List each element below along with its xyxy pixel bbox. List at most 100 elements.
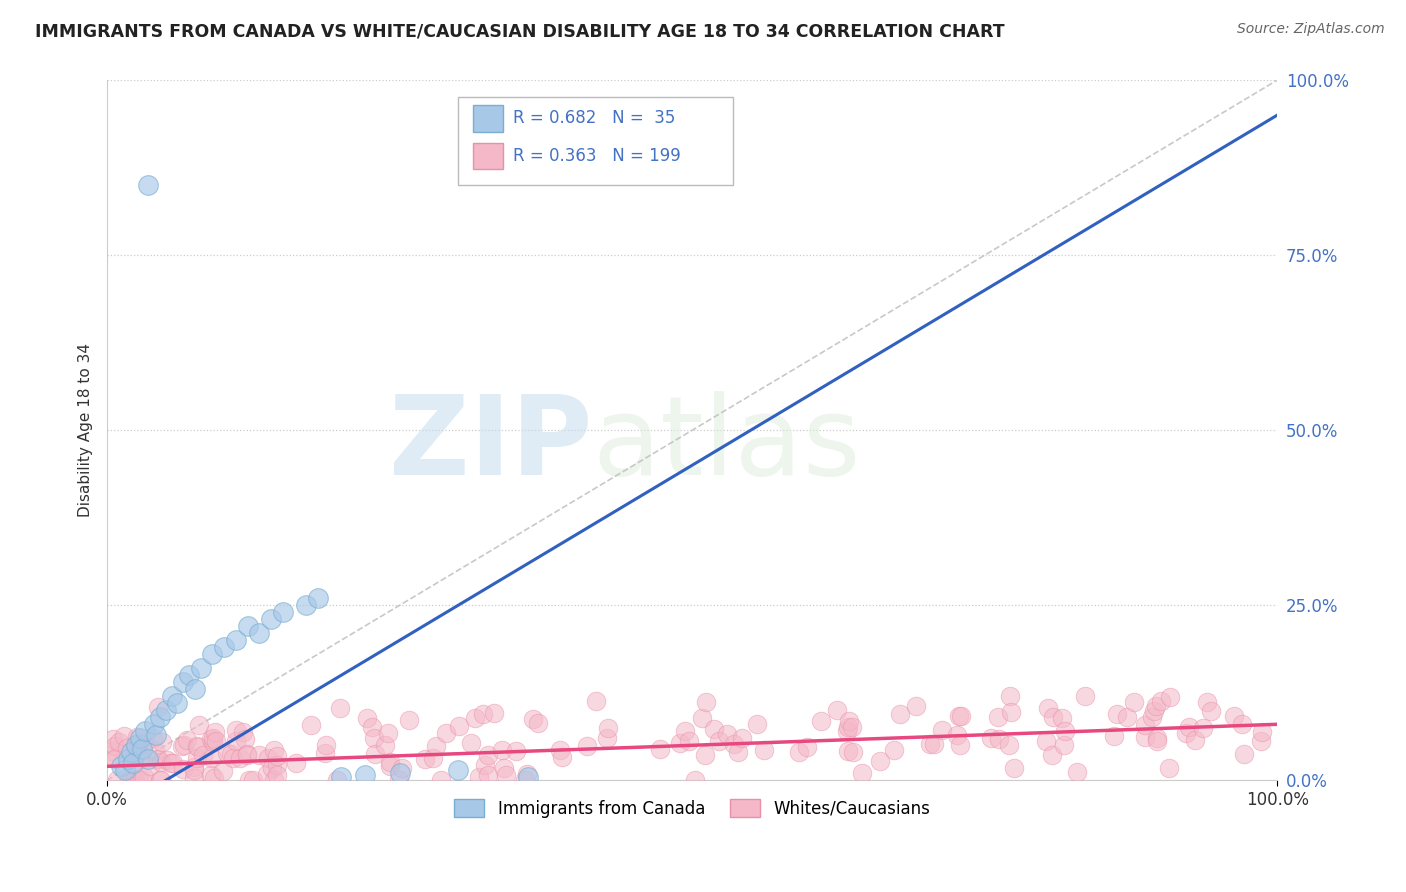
- Point: [183, 771, 205, 785]
- Point: [1146, 734, 1168, 748]
- Point: [422, 751, 444, 765]
- Point: [810, 714, 832, 728]
- Text: R = 0.682   N =  35: R = 0.682 N = 35: [513, 110, 676, 128]
- FancyBboxPatch shape: [474, 105, 503, 132]
- Point: [585, 694, 607, 708]
- Point: [222, 751, 245, 765]
- Point: [104, 752, 127, 766]
- Point: [1135, 730, 1157, 744]
- Point: [918, 737, 941, 751]
- Point: [842, 745, 865, 759]
- Point: [987, 731, 1010, 746]
- Point: [678, 734, 700, 748]
- Point: [1159, 690, 1181, 704]
- Point: [166, 696, 188, 710]
- Point: [128, 752, 150, 766]
- Point: [673, 724, 696, 739]
- Point: [1144, 698, 1167, 713]
- Point: [170, 739, 193, 753]
- Point: [148, 752, 170, 766]
- Point: [177, 668, 200, 682]
- Point: [149, 772, 172, 787]
- Point: [201, 647, 224, 661]
- Point: [513, 772, 536, 787]
- Point: [117, 752, 139, 766]
- Point: [172, 762, 194, 776]
- Point: [114, 763, 136, 777]
- Point: [128, 772, 150, 786]
- Point: [131, 741, 153, 756]
- Point: [160, 690, 183, 704]
- Point: [127, 747, 149, 761]
- Point: [380, 759, 402, 773]
- Point: [100, 743, 122, 757]
- Point: [191, 748, 214, 763]
- Point: [266, 758, 288, 772]
- Text: Source: ZipAtlas.com: Source: ZipAtlas.com: [1237, 22, 1385, 37]
- Point: [229, 751, 252, 765]
- Point: [841, 721, 863, 735]
- Point: [103, 731, 125, 746]
- Point: [1036, 701, 1059, 715]
- Point: [107, 735, 129, 749]
- Point: [201, 735, 224, 749]
- Point: [262, 761, 284, 775]
- Point: [1122, 695, 1144, 709]
- Point: [314, 746, 336, 760]
- Point: [247, 626, 270, 640]
- Point: [256, 767, 278, 781]
- Point: [125, 739, 148, 753]
- Point: [474, 757, 496, 772]
- Point: [460, 736, 482, 750]
- Point: [329, 701, 352, 715]
- Point: [117, 772, 139, 787]
- Text: ZIP: ZIP: [389, 391, 593, 498]
- Point: [522, 712, 544, 726]
- Point: [122, 756, 145, 770]
- Point: [1135, 717, 1157, 731]
- Point: [924, 737, 946, 751]
- Point: [225, 633, 247, 648]
- Point: [183, 759, 205, 773]
- Point: [232, 725, 254, 739]
- Point: [205, 734, 228, 748]
- Point: [669, 736, 692, 750]
- Point: [1184, 733, 1206, 747]
- Point: [495, 768, 517, 782]
- Point: [391, 761, 413, 775]
- Point: [136, 178, 159, 192]
- Point: [104, 739, 127, 753]
- Point: [201, 731, 224, 746]
- Point: [1250, 734, 1272, 748]
- Point: [576, 739, 599, 753]
- Point: [727, 745, 749, 759]
- Point: [212, 764, 235, 778]
- Point: [236, 747, 259, 762]
- Point: [1035, 733, 1057, 747]
- Point: [200, 768, 222, 782]
- Point: [745, 717, 768, 731]
- Point: [695, 695, 717, 709]
- Point: [380, 755, 402, 769]
- Point: [434, 726, 457, 740]
- Point: [505, 744, 527, 758]
- Point: [150, 735, 173, 749]
- Point: [186, 751, 208, 765]
- Point: [173, 738, 195, 752]
- Point: [233, 731, 256, 746]
- Point: [361, 720, 384, 734]
- Point: [950, 709, 973, 723]
- Point: [869, 754, 891, 768]
- Point: [190, 661, 212, 675]
- Point: [217, 746, 239, 760]
- Point: [176, 732, 198, 747]
- Point: [121, 770, 143, 784]
- Point: [257, 751, 280, 765]
- Point: [484, 706, 506, 721]
- Point: [692, 711, 714, 725]
- Point: [429, 772, 451, 787]
- Point: [112, 729, 135, 743]
- Point: [271, 605, 294, 619]
- FancyBboxPatch shape: [458, 97, 734, 185]
- Point: [1066, 764, 1088, 779]
